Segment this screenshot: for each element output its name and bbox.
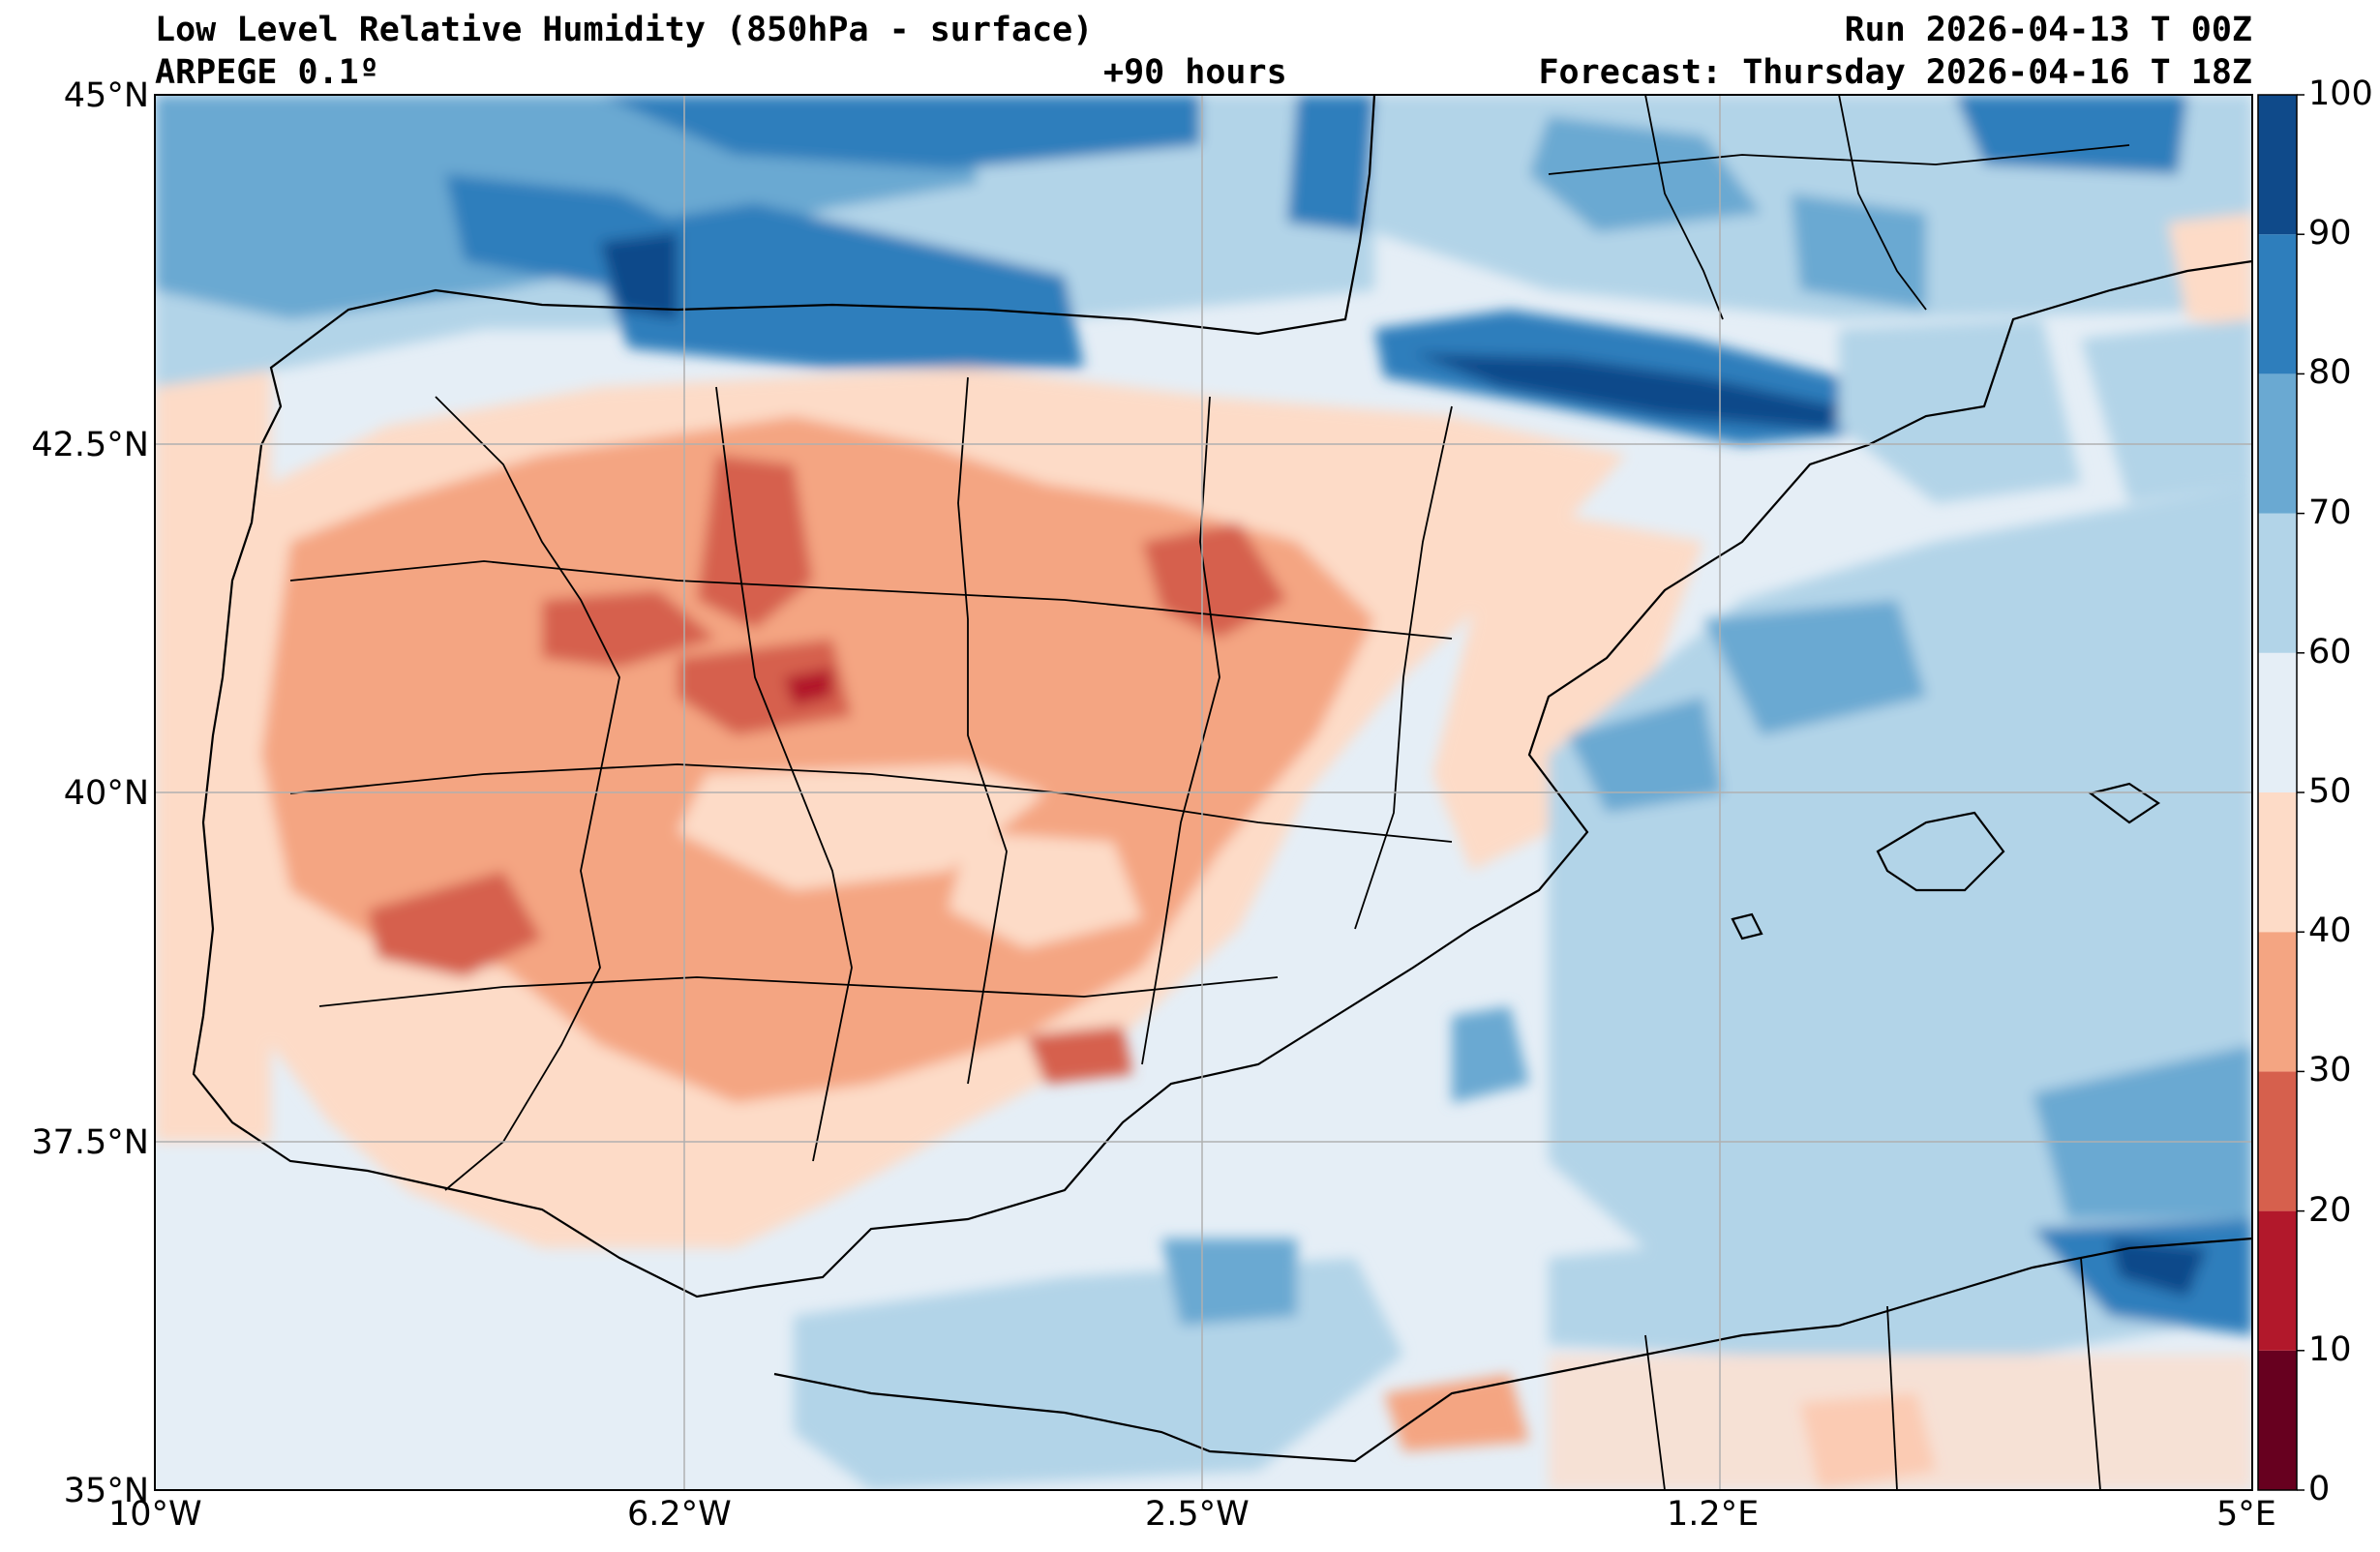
colorbar-tick-label: 100 (2308, 75, 2373, 113)
lat-tick-label: 37.5°N (31, 1123, 149, 1162)
colorbar-tick-label: 30 (2308, 1051, 2352, 1090)
colorbar-tick-label: 10 (2308, 1329, 2352, 1369)
chart-title: Low Level Relative Humidity (850hPa - su… (155, 11, 1094, 49)
lead-time-label: +90 hours (1103, 53, 1287, 92)
lon-tick-label: 5°E (2216, 1495, 2276, 1534)
lat-tick-label: 35°N (63, 1472, 149, 1510)
colorbar-segment (2258, 932, 2297, 1072)
colorbar-tick-label: 50 (2308, 772, 2352, 811)
gridlines (155, 95, 2252, 1490)
lon-tick-label: 2.5°W (1145, 1495, 1250, 1534)
colorbar-tick-label: 40 (2308, 911, 2352, 951)
map-frame (154, 94, 2253, 1491)
lon-tick-label: 10°W (108, 1495, 202, 1534)
colorbar-tick-label: 70 (2308, 492, 2352, 532)
colorbar-segment (2258, 234, 2297, 374)
admin-borders (289, 95, 2130, 1490)
forecast-label: Forecast: Thursday 2026-04-16 T 18Z (1538, 53, 2252, 92)
colorbar-tick-label: 0 (2308, 1470, 2331, 1508)
colorbar-segment (2258, 1210, 2297, 1351)
run-label: Run 2026-04-13 T 00Z (1844, 11, 2252, 49)
colorbar-segment (2258, 95, 2297, 235)
colorbar-tick-label: 90 (2308, 214, 2352, 254)
colorbar-segment (2258, 1350, 2297, 1490)
colorbar-segment (2258, 792, 2297, 933)
colorbar-segment (2258, 373, 2297, 514)
colorbar (2257, 94, 2305, 1491)
model-label: ARPEGE 0.1º (155, 53, 379, 92)
lat-tick-label: 42.5°N (31, 426, 149, 464)
lat-tick-label: 40°N (63, 774, 149, 813)
colorbar-segment (2258, 513, 2297, 653)
lat-tick-label: 45°N (63, 76, 149, 115)
colorbar-tick-label: 80 (2308, 353, 2352, 393)
lon-tick-label: 6.2°W (627, 1495, 732, 1534)
colorbar-tick-label: 60 (2308, 632, 2352, 672)
coastlines (192, 95, 2252, 1463)
colorbar-segment (2258, 1071, 2297, 1211)
colorbar-tick-label: 20 (2308, 1190, 2352, 1230)
colorbar-segment (2258, 652, 2297, 792)
lon-tick-label: 1.2°E (1667, 1495, 1760, 1534)
